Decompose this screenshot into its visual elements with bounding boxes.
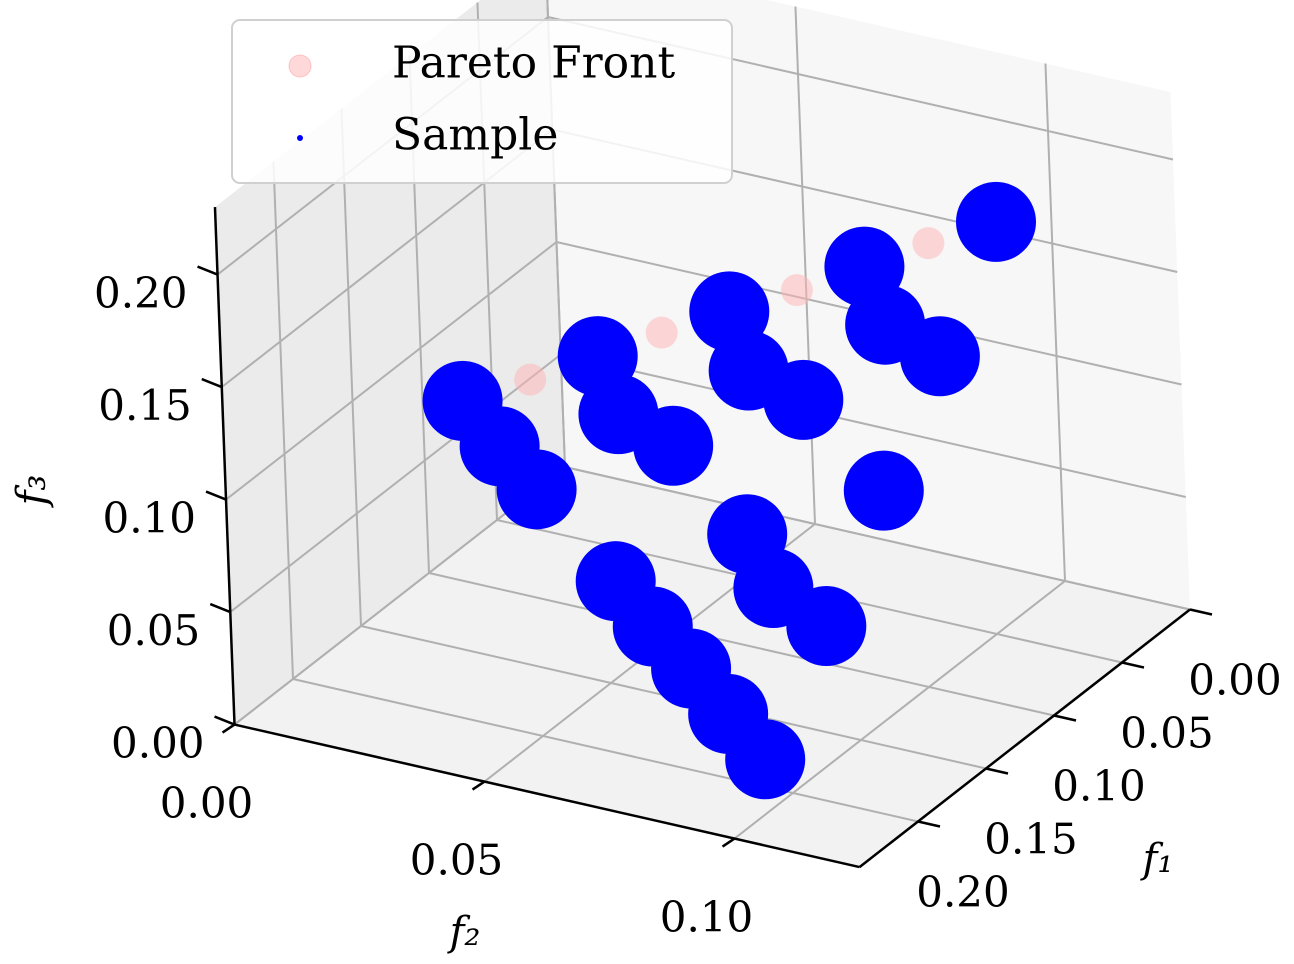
x-tick — [917, 820, 941, 828]
sample-point — [733, 548, 814, 629]
z-tick-label: 0.20 — [94, 269, 188, 318]
grid-line — [292, 678, 919, 823]
sample-point — [956, 181, 1036, 262]
y-tick-label: 0.10 — [660, 893, 754, 942]
x-axis — [858, 608, 1191, 869]
legend-label: Pareto Front — [392, 38, 675, 89]
x-tick-label: 0.10 — [1052, 762, 1146, 811]
sample-point — [708, 330, 789, 411]
x-tick — [985, 767, 1009, 775]
pareto-point — [912, 227, 945, 260]
grid-line — [564, 466, 1191, 611]
z-tick — [201, 377, 223, 389]
grid-line — [272, 161, 294, 680]
x-tick-label: 0.00 — [1188, 656, 1282, 705]
points — [422, 181, 1036, 800]
legend-box — [231, 19, 733, 184]
z-tick-label: 0.00 — [111, 719, 205, 768]
sample-point — [459, 406, 540, 487]
z-axis-label: f₃ — [9, 475, 55, 509]
z-tick — [209, 602, 231, 614]
legend: Pareto Front Sample — [231, 19, 733, 184]
y-tick-label: 0.00 — [160, 779, 254, 828]
z-tick — [205, 490, 227, 501]
z-tick — [214, 715, 235, 726]
pareto-point — [780, 274, 813, 307]
grid-line — [560, 353, 1186, 498]
y-tick-label: 0.05 — [410, 836, 504, 885]
x-tick — [1121, 661, 1145, 669]
legend-marker — [288, 54, 312, 78]
y-tick — [471, 780, 486, 791]
sample-point — [612, 586, 693, 667]
x-axis-label: f₁ — [1140, 836, 1174, 882]
x-tick — [1053, 714, 1077, 722]
sample-point — [578, 374, 659, 455]
legend-marker — [297, 135, 303, 141]
z-tick — [197, 265, 218, 276]
grid-line — [733, 580, 1066, 840]
x-tick — [1189, 608, 1213, 616]
z-tick-label: 0.10 — [103, 494, 197, 543]
axes: 0.000.050.100.150.200.000.050.100.000.05… — [94, 207, 1282, 942]
y-tick — [721, 837, 736, 848]
z-tick-label: 0.05 — [107, 606, 201, 655]
grid-line — [225, 241, 558, 501]
x-tick-label: 0.05 — [1120, 709, 1214, 758]
grid-line — [1044, 63, 1066, 582]
pareto-point — [645, 316, 678, 349]
sample-point — [843, 450, 924, 531]
x-tick-label: 0.15 — [984, 815, 1078, 864]
sample-point — [688, 673, 769, 754]
sample-point — [845, 284, 926, 365]
z-tick-label: 0.15 — [98, 381, 192, 430]
grid-line — [340, 108, 362, 627]
y-axis — [234, 723, 860, 869]
y-tick — [221, 723, 236, 734]
legend-label: Sample — [392, 110, 558, 161]
pareto-point — [514, 363, 547, 396]
grid-line — [229, 353, 562, 613]
y-axis-label: f₂ — [447, 909, 481, 955]
x-tick-label: 0.20 — [916, 868, 1010, 917]
grid-line — [428, 572, 1055, 717]
z-axis — [213, 207, 236, 725]
